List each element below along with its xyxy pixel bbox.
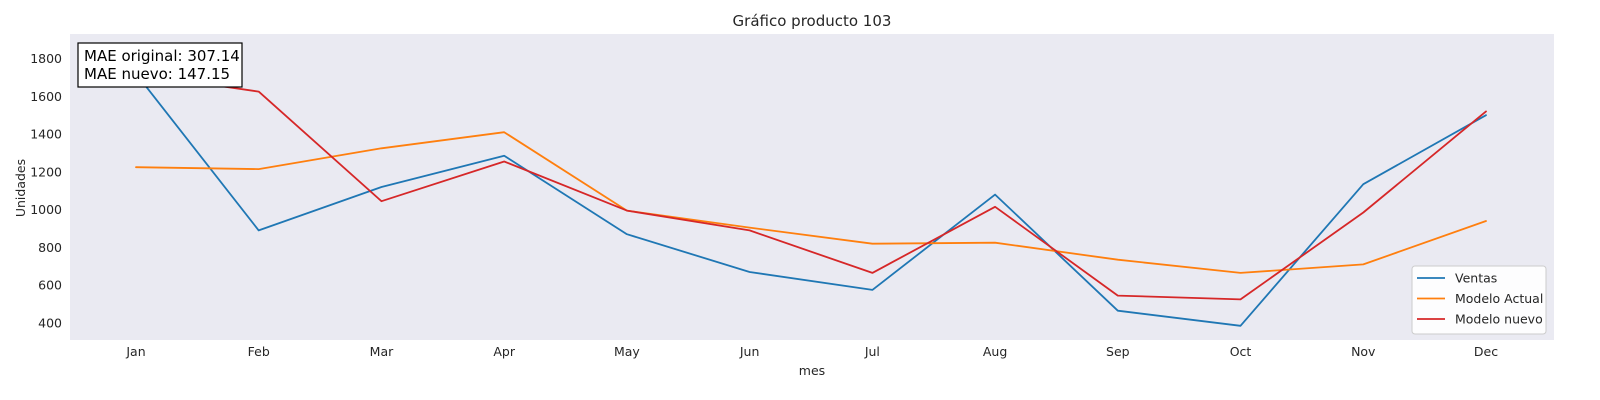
x-tick-label: Aug (983, 344, 1007, 359)
y-tick-label: 1200 (30, 164, 62, 179)
legend: Ventas Modelo Actual Modelo nuevo (1411, 265, 1547, 335)
mae-annotation-box: MAE original: 307.14 MAE nuevo: 147.15 (77, 42, 243, 88)
chart-title: Gráfico producto 103 (733, 12, 892, 30)
x-tick-label: Jun (739, 344, 760, 359)
legend-label: Ventas (1455, 271, 1497, 286)
plot-area-background (70, 34, 1554, 340)
x-tick-label: Apr (493, 344, 515, 359)
x-axis-ticks: Jan Feb Mar Apr May Jun Jul Aug Sep Oct Nov Dec (125, 344, 1498, 359)
x-tick-label: Mar (370, 344, 394, 359)
x-tick-label: May (614, 344, 640, 359)
mae-nuevo-text: MAE nuevo: 147.15 (84, 65, 230, 83)
series-line-1 (135, 131, 1487, 274)
y-tick-label: 600 (38, 278, 62, 293)
y-axis-ticks: 400 600 800 1000 1200 1400 1600 1800 (30, 51, 62, 330)
legend-label: Modelo nuevo (1455, 312, 1543, 327)
x-tick-label: Jul (864, 344, 880, 359)
y-tick-label: 1800 (30, 51, 62, 66)
series-line-0 (135, 72, 1487, 327)
mae-original-text: MAE original: 307.14 (84, 47, 240, 65)
series-line-2 (135, 72, 1487, 301)
x-tick-label: Feb (248, 344, 270, 359)
y-tick-label: 1400 (30, 127, 62, 142)
y-tick-label: 800 (38, 240, 62, 255)
y-axis-label: Unidades (13, 159, 28, 217)
legend-label: Modelo Actual (1455, 291, 1543, 306)
y-tick-label: 400 (38, 316, 62, 331)
y-tick-label: 1000 (30, 202, 62, 217)
x-tick-label: Sep (1106, 344, 1130, 359)
x-tick-label: Oct (1230, 344, 1252, 359)
series-layer (135, 72, 1487, 327)
x-tick-label: Dec (1474, 344, 1498, 359)
legend-box (1411, 265, 1547, 335)
x-tick-label: Jan (125, 344, 145, 359)
x-tick-label: Nov (1351, 344, 1376, 359)
x-axis-label: mes (799, 363, 825, 378)
y-tick-label: 1600 (30, 89, 62, 104)
